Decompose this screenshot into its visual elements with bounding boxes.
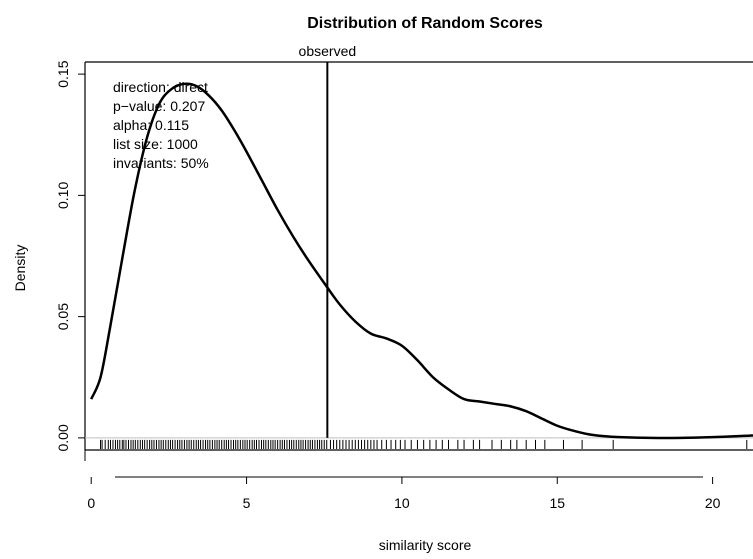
x-tick-label: 20 xyxy=(705,495,721,511)
x-tick-label: 15 xyxy=(549,495,565,511)
x-tick-label: 10 xyxy=(394,495,410,511)
rug-marks xyxy=(100,439,748,449)
x-tick-label: 5 xyxy=(243,495,251,511)
y-tick-label: 0.05 xyxy=(55,303,71,330)
annotation-line: list size: 1000 xyxy=(113,136,198,152)
y-tick-label: 0.15 xyxy=(55,60,71,87)
y-axis-ticks: 0.00 0.05 0.10 0.15 xyxy=(55,60,85,452)
x-axis-ticks: 0 5 10 15 20 xyxy=(87,477,721,511)
y-axis-label: Density xyxy=(12,245,28,292)
annotation-line: alpha: 0.115 xyxy=(113,117,189,133)
annotation-line: invariants: 50% xyxy=(113,155,209,171)
x-tick-label: 0 xyxy=(87,495,95,511)
y-tick-label: 0.00 xyxy=(55,424,71,451)
annotation-line: p−value: 0.207 xyxy=(113,98,205,114)
density-curve xyxy=(90,82,753,440)
x-axis-label: similarity score xyxy=(379,537,472,553)
annotation-block: direction: direct p−value: 0.207 alpha: 0.… xyxy=(113,79,209,171)
observed-label: observed xyxy=(299,43,357,59)
y-tick-label: 0.10 xyxy=(55,182,71,209)
annotation-line: direction: direct xyxy=(113,79,208,95)
chart-title: Distribution of Random Scores xyxy=(307,15,543,32)
